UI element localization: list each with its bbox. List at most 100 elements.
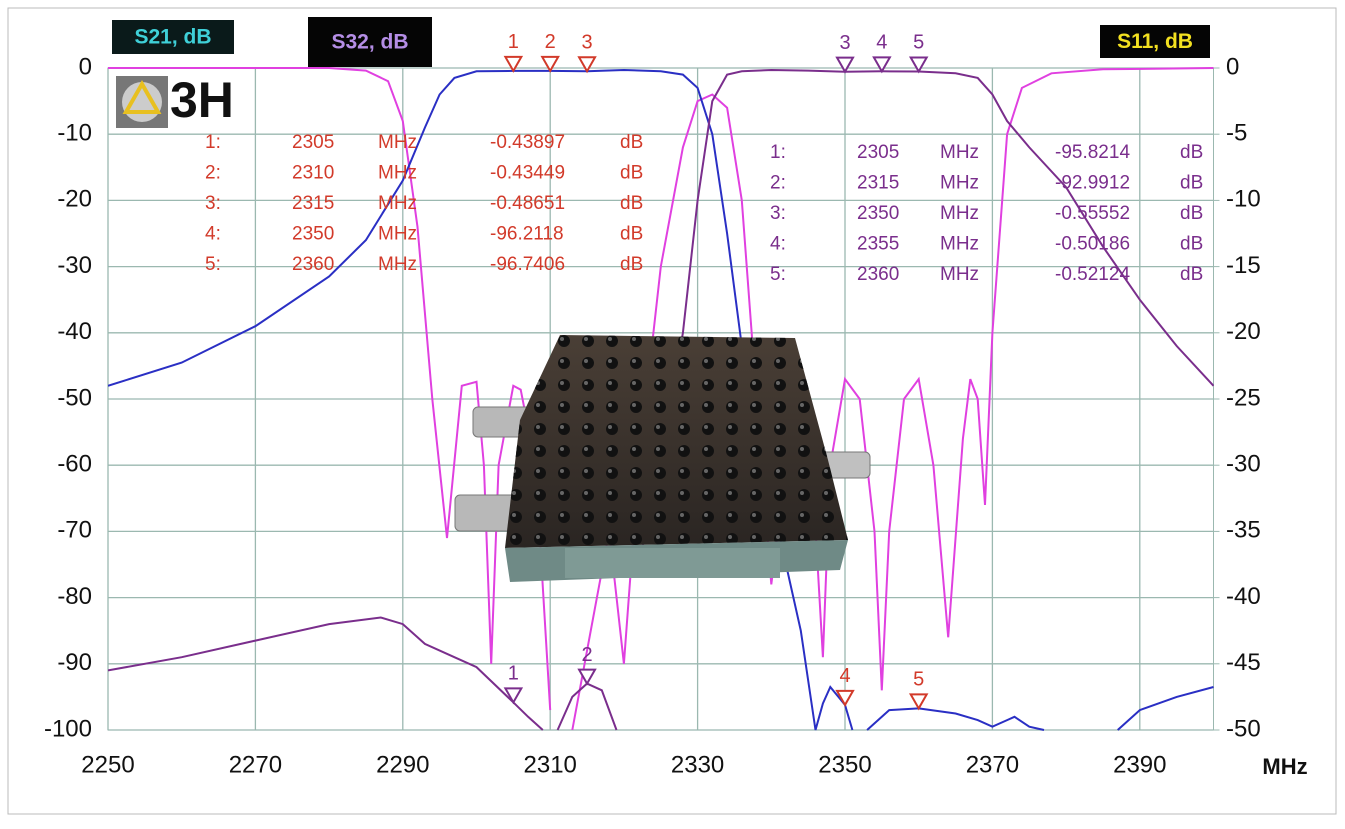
marker-value-unit: dB bbox=[1180, 173, 1203, 194]
x-tick-label: 2370 bbox=[966, 751, 1019, 778]
marker-number: 3 bbox=[839, 32, 850, 54]
marker-tables: 1: 2305 MHz -0.43897 dB 2: 2310 MHz -0.43449 dB 3:… bbox=[205, 132, 1203, 285]
marker-freq: 2310 bbox=[292, 163, 334, 184]
x-tick-label: 2290 bbox=[376, 751, 429, 778]
logo-text: 3H bbox=[170, 72, 234, 128]
marker bbox=[835, 56, 855, 74]
legend-box bbox=[308, 17, 432, 67]
marker-label: 4: bbox=[205, 224, 221, 245]
marker bbox=[540, 55, 560, 73]
y-tick-label: -40 bbox=[57, 318, 92, 345]
marker-freq: 2350 bbox=[292, 224, 334, 245]
marker-freq: 2315 bbox=[857, 173, 899, 194]
marker-label: 3: bbox=[770, 203, 786, 224]
y-tick-label: -70 bbox=[57, 517, 92, 544]
marker-value-unit: dB bbox=[1180, 234, 1203, 255]
marker-number: 5 bbox=[913, 32, 924, 54]
marker-freq: 2305 bbox=[292, 132, 334, 153]
y2-tick-label: -25 bbox=[1226, 384, 1261, 411]
logo: 3H bbox=[116, 72, 234, 128]
marker-freq: 2355 bbox=[857, 234, 899, 255]
marker-freq-unit: MHz bbox=[940, 173, 979, 194]
y-tick-label: -30 bbox=[57, 252, 92, 279]
marker-value-unit: dB bbox=[1180, 264, 1203, 285]
y-tick-label: -60 bbox=[57, 451, 92, 478]
marker-value-unit: dB bbox=[1180, 203, 1203, 224]
x-tick-label: 2250 bbox=[81, 751, 134, 778]
marker-freq-unit: MHz bbox=[378, 132, 417, 153]
marker-value-unit: dB bbox=[620, 132, 643, 153]
marker-label: 2: bbox=[205, 163, 221, 184]
y-tick-label: -20 bbox=[57, 186, 92, 213]
marker bbox=[872, 56, 892, 74]
legend-box bbox=[1100, 25, 1210, 58]
marker-freq: 2315 bbox=[292, 193, 334, 214]
y2-tick-label: -15 bbox=[1226, 252, 1261, 279]
marker-label: 1: bbox=[770, 142, 786, 163]
marker-number: 2 bbox=[545, 31, 556, 53]
x-axis-label: MHz bbox=[1262, 754, 1307, 779]
marker-value: -0.43449 bbox=[490, 163, 565, 184]
marker-freq: 2360 bbox=[292, 254, 334, 275]
marker-number: 5 bbox=[913, 669, 924, 691]
marker bbox=[503, 687, 524, 705]
y2-tick-label: -50 bbox=[1226, 715, 1261, 742]
y-tick-label: -80 bbox=[57, 583, 92, 610]
x-tick-label: 2390 bbox=[1113, 751, 1166, 778]
y-tick-label: -10 bbox=[57, 120, 92, 147]
marker-freq-unit: MHz bbox=[940, 203, 979, 224]
marker bbox=[835, 689, 855, 707]
marker-freq: 2350 bbox=[857, 203, 899, 224]
marker-freq-unit: MHz bbox=[378, 163, 417, 184]
y2-tick-label: -5 bbox=[1226, 120, 1247, 147]
legend-label: S11, dB bbox=[1117, 30, 1193, 53]
y2-tick-label: -10 bbox=[1226, 186, 1261, 213]
marker-freq-unit: MHz bbox=[940, 234, 979, 255]
marker-freq: 2360 bbox=[857, 264, 899, 285]
x-tick-label: 2270 bbox=[229, 751, 282, 778]
marker-number: 2 bbox=[581, 644, 592, 666]
marker-freq-unit: MHz bbox=[378, 193, 417, 214]
marker-label: 5: bbox=[770, 264, 786, 285]
marker-value: -95.8214 bbox=[1055, 142, 1130, 163]
marker-number: 3 bbox=[581, 32, 592, 54]
marker bbox=[908, 56, 929, 74]
y2-tick-label: -35 bbox=[1226, 517, 1261, 544]
y-tick-label: -50 bbox=[57, 384, 92, 411]
marker-freq-unit: MHz bbox=[378, 224, 417, 245]
y2-tick-label: -30 bbox=[1226, 451, 1261, 478]
y-tick-label: -100 bbox=[44, 715, 92, 742]
marker-value: -96.2118 bbox=[490, 224, 564, 245]
y-tick-label: -90 bbox=[57, 649, 92, 676]
marker-label: 4: bbox=[770, 234, 786, 255]
markers: 1 2 3 4 5 1 2 3 4 5 bbox=[503, 31, 929, 711]
marker-freq-unit: MHz bbox=[940, 264, 979, 285]
trace-line bbox=[108, 67, 1214, 731]
marker-label: 3: bbox=[205, 193, 221, 214]
marker-value: -92.9912 bbox=[1055, 173, 1130, 194]
marker-value: -96.7406 bbox=[490, 254, 565, 275]
marker-value: -0.55552 bbox=[1055, 203, 1130, 224]
x-tick-label: 2330 bbox=[671, 751, 724, 778]
marker-number: 1 bbox=[508, 663, 519, 685]
legend-box bbox=[112, 20, 234, 54]
legend-label: S21, dB bbox=[134, 26, 211, 49]
marker-value: -0.50186 bbox=[1055, 234, 1130, 255]
marker-value: -0.48651 bbox=[490, 193, 565, 214]
x-tick-label: 2350 bbox=[818, 751, 871, 778]
marker-number: 4 bbox=[839, 665, 850, 687]
traces bbox=[108, 67, 1214, 731]
marker-value: -0.52124 bbox=[1055, 264, 1130, 285]
marker-number: 4 bbox=[876, 32, 887, 54]
marker-label: 1: bbox=[205, 132, 221, 153]
device-photo bbox=[454, 335, 871, 582]
marker bbox=[577, 56, 597, 74]
marker-freq-unit: MHz bbox=[940, 142, 979, 163]
y2-tick-label: 0 bbox=[1226, 53, 1239, 80]
y2-tick-label: -20 bbox=[1226, 318, 1261, 345]
x-tick-label: 2310 bbox=[524, 751, 577, 778]
trace-line bbox=[108, 68, 1214, 731]
y-tick-label: 0 bbox=[79, 53, 92, 80]
